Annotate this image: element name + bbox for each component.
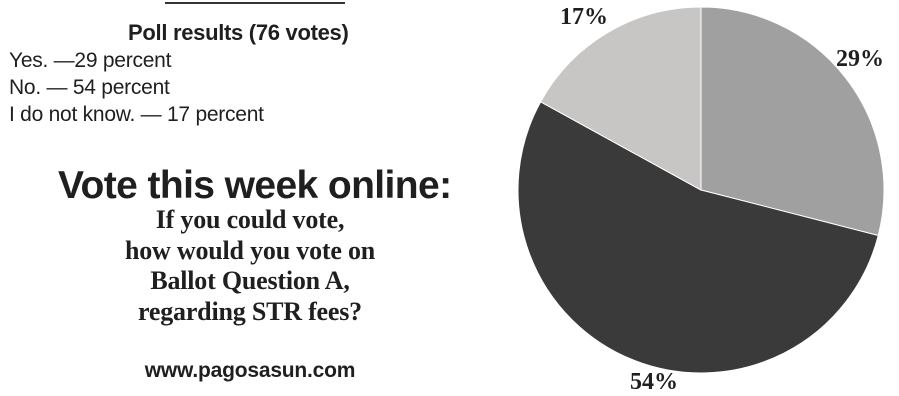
poll-result-yes: Yes. —29 percent (9, 49, 172, 72)
slice-no-label: 54% (630, 369, 678, 391)
ballot-question-line: regarding STR fees? (138, 296, 362, 326)
poll-result-unsure: I do not know. — 17 percent (9, 103, 264, 126)
poll-title: Poll results (76 votes) (128, 20, 349, 45)
poll-results-list: Yes. —29 percent No. — 54 percent I do n… (9, 47, 264, 128)
slice-no (517, 101, 879, 374)
ballot-question-line: If you could vote, (155, 205, 345, 234)
website-link[interactable]: www.pagosasun.com (144, 359, 356, 382)
slice-unsure (539, 6, 702, 191)
clipped-heading-fragment (165, 0, 345, 4)
slice-yes (700, 6, 885, 237)
ballot-question-line: how would you vote on (124, 235, 376, 265)
vote-online-heading: Vote this week online: (58, 164, 452, 207)
poll-pie-chart: 29% 54% 17% (470, 0, 899, 395)
pie-svg: 29% 54% 17% (517, 4, 885, 395)
ballot-question: If you could vote, how would you vote on… (70, 205, 430, 327)
ballot-question-line: Ballot Question A, (150, 266, 350, 295)
slice-unsure-label: 17% (560, 4, 608, 30)
slice-yes-label: 29% (836, 46, 884, 72)
poll-result-no: No. — 54 percent (9, 76, 170, 99)
